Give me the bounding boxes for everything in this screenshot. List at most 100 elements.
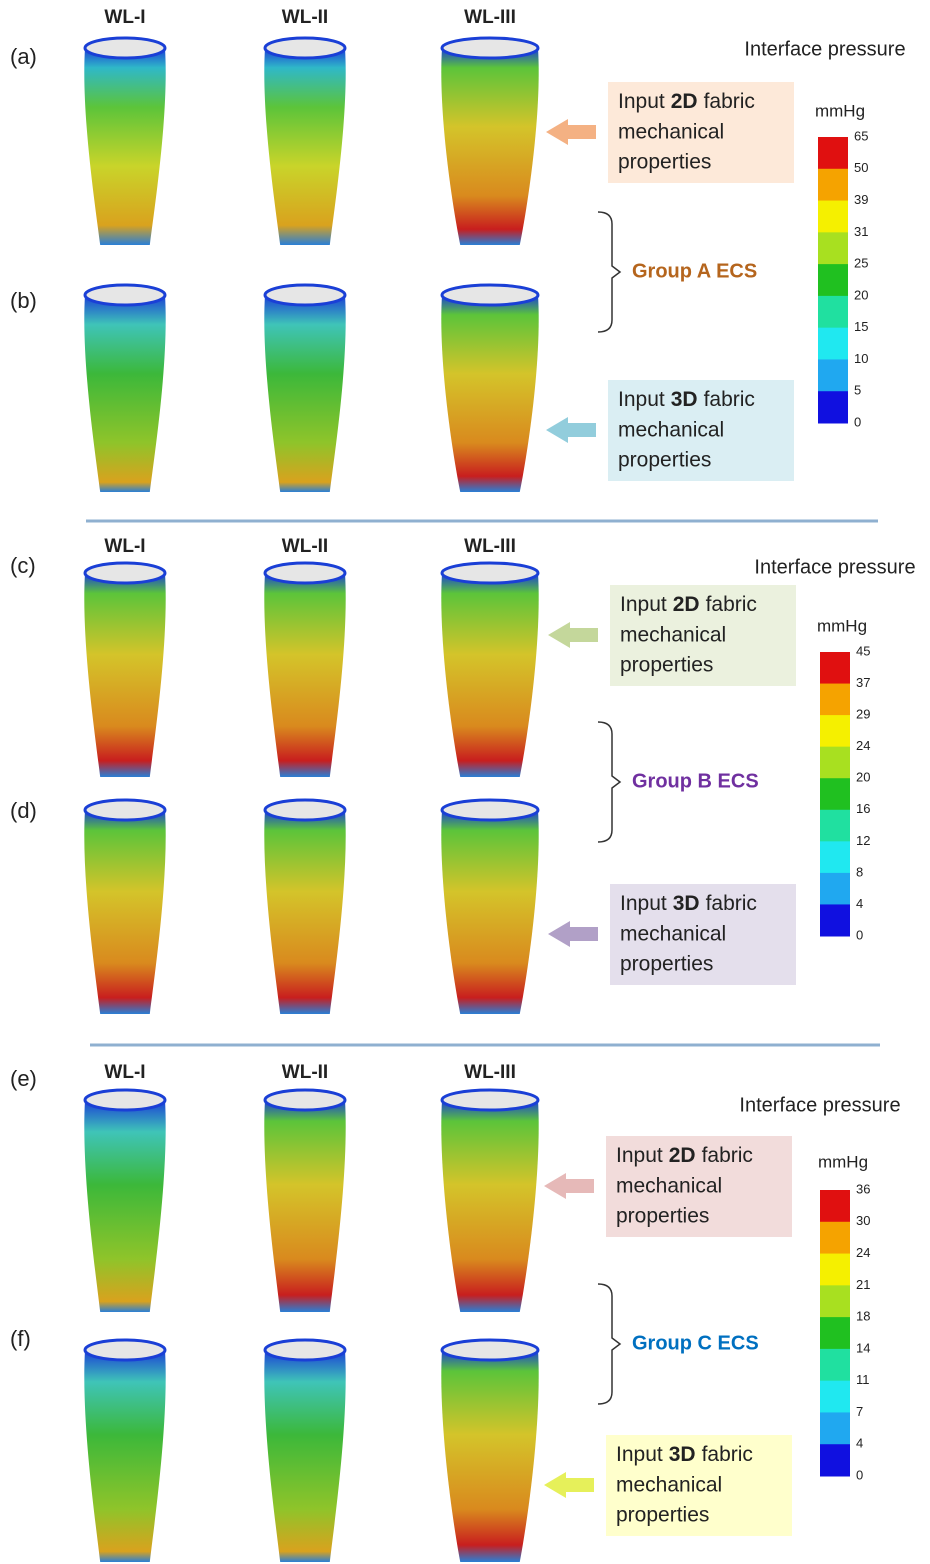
leg-model — [264, 1100, 345, 1312]
colorbar-label: 8 — [856, 864, 863, 879]
arrow — [546, 119, 596, 145]
colorbar-band — [818, 232, 848, 264]
colorbar-band — [820, 778, 850, 810]
colorbar-band — [820, 904, 850, 936]
colorbar-label: 5 — [854, 383, 861, 398]
leg-top — [265, 1340, 345, 1360]
column-header: WL-III — [464, 536, 516, 557]
input-text: mechanical — [618, 419, 724, 442]
leg-model — [264, 573, 345, 777]
column-header: WL-III — [464, 7, 516, 28]
input-text: Input3Dfabric — [618, 388, 755, 411]
colorbar-band — [820, 1285, 850, 1317]
input-rest: fabric — [702, 1443, 753, 1466]
input-lead: Input — [616, 1144, 663, 1167]
colorbar-label: 30 — [856, 1213, 870, 1228]
colorbar-label: 45 — [856, 643, 870, 658]
leg-top — [442, 563, 538, 583]
input-dim: 2D — [671, 90, 698, 113]
input-text: Input 2D fabric — [616, 1144, 753, 1167]
arrow — [548, 622, 598, 648]
colorbar-label: 65 — [854, 128, 868, 143]
colorbar-label: 21 — [856, 1277, 870, 1292]
colorbar-band — [818, 264, 848, 296]
input-rest: fabric — [702, 1144, 753, 1167]
input-text: mechanical — [618, 121, 724, 144]
arrow — [544, 1173, 594, 1199]
input-lead: Input — [616, 1443, 663, 1466]
column-header: WL-I — [104, 7, 145, 28]
legend-title: Interface pressure — [744, 38, 905, 60]
leg-top — [85, 563, 165, 583]
leg-top — [85, 285, 165, 305]
input-text: properties — [618, 449, 711, 472]
input-dim: 2D — [669, 1144, 696, 1167]
figure: (a)(b)WL-IWL-IIWL-IIIInterface pressurem… — [0, 0, 930, 1564]
panel-label: (a) — [10, 44, 37, 69]
leg-model — [441, 1350, 538, 1562]
colorbar-band — [820, 715, 850, 747]
colorbar-label: 14 — [856, 1340, 870, 1355]
group-label: Group B ECS — [632, 770, 759, 792]
column-header: WL-I — [104, 1062, 145, 1083]
leg-top — [265, 1090, 345, 1110]
input-text: properties — [620, 654, 713, 677]
arrow — [546, 417, 596, 443]
colorbar-band — [818, 169, 848, 201]
column-header: WL-II — [282, 1062, 328, 1083]
colorbar-label: 0 — [856, 927, 863, 942]
colorbar-label: 24 — [856, 1245, 870, 1260]
column-header: WL-I — [104, 536, 145, 557]
bracket — [598, 722, 620, 842]
colorbar-label: 39 — [854, 192, 868, 207]
leg-top — [85, 38, 165, 58]
input-rest: fabric — [704, 90, 755, 113]
input-lead: Input — [620, 892, 667, 915]
colorbar-label: 50 — [854, 160, 868, 175]
colorbar-label: 36 — [856, 1181, 870, 1196]
leg-model — [441, 573, 538, 777]
colorbar-label: 24 — [856, 738, 870, 753]
colorbar-label: 37 — [856, 675, 870, 690]
colorbar-label: 29 — [856, 707, 870, 722]
input-text: Input2Dfabric — [618, 90, 755, 113]
input-lead: Input — [620, 593, 667, 616]
input-text: mechanical — [620, 923, 726, 946]
leg-top — [85, 1090, 165, 1110]
leg-model — [84, 48, 165, 245]
colorbar-band — [818, 137, 848, 169]
leg-model — [84, 810, 165, 1014]
colorbar-label: 20 — [856, 770, 870, 785]
leg-top — [85, 800, 165, 820]
leg-top — [442, 1090, 538, 1110]
leg-model — [84, 573, 165, 777]
input-text: properties — [616, 1504, 709, 1527]
panel-label: (e) — [10, 1066, 37, 1091]
leg-top — [442, 285, 538, 305]
colorbar-band — [818, 328, 848, 360]
leg-model — [264, 295, 345, 492]
panel-label: (c) — [10, 553, 36, 578]
colorbar-band — [820, 652, 850, 684]
column-header: WL-II — [282, 536, 328, 557]
colorbar-label: 18 — [856, 1309, 870, 1324]
legend-title: Interface pressure — [754, 556, 915, 578]
leg-model — [84, 1350, 165, 1562]
legend-unit: mmHg — [818, 1152, 868, 1171]
colorbar-label: 10 — [854, 351, 868, 366]
leg-model — [441, 810, 538, 1014]
leg-model — [441, 48, 538, 245]
colorbar-band — [820, 1444, 850, 1476]
colorbar-band — [818, 201, 848, 233]
colorbar-band — [820, 873, 850, 905]
colorbar-label: 12 — [856, 833, 870, 848]
leg-top — [265, 800, 345, 820]
bracket — [598, 212, 620, 332]
legend-unit: mmHg — [815, 101, 865, 120]
legend-title: Interface pressure — [739, 1094, 900, 1116]
colorbar-band — [818, 391, 848, 423]
input-rest: fabric — [704, 388, 755, 411]
colorbar-band — [820, 1349, 850, 1381]
input-text: mechanical — [616, 1474, 722, 1497]
input-text: mechanical — [616, 1175, 722, 1198]
